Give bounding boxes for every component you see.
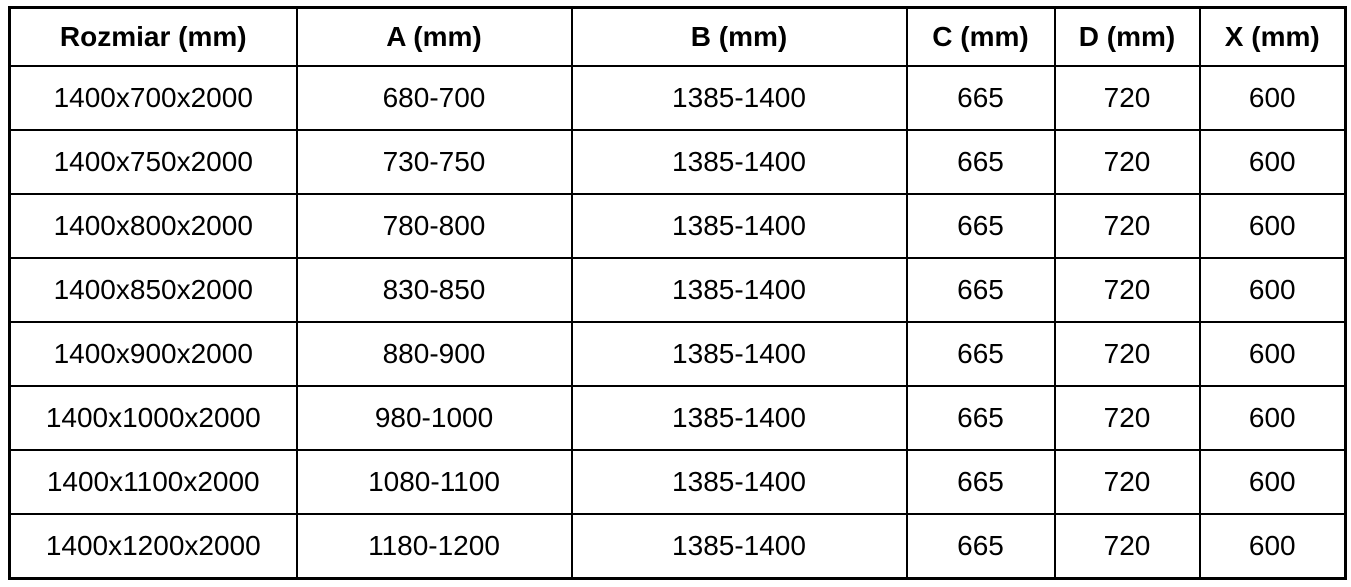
table-cell: 1385-1400 (570, 193, 908, 259)
table-row: 1400x1100x2000 1080-1100 1385-1400 665 720 60… (8, 449, 1347, 515)
table-cell: 600 (1198, 129, 1347, 195)
table-row: 1400x1000x2000 980-1000 1385-1400 665 720 600 (8, 385, 1347, 451)
table-cell: 600 (1198, 321, 1347, 387)
table-cell: 1400x750x2000 (8, 129, 298, 195)
table-cell: 1385-1400 (570, 321, 908, 387)
table-cell: 665 (905, 513, 1056, 580)
table-cell: 1385-1400 (570, 449, 908, 515)
table-cell: 665 (905, 129, 1056, 195)
table-cell: 720 (1053, 193, 1201, 259)
table-cell: 720 (1053, 257, 1201, 323)
table-cell: 1400x800x2000 (8, 193, 298, 259)
size-dimensions-table: Rozmiar (mm) A (mm) B (mm) C (mm) D (mm) X (m… (8, 6, 1347, 580)
column-header: Rozmiar (mm) (8, 6, 298, 67)
table-cell: 720 (1053, 321, 1201, 387)
table-cell: 600 (1198, 449, 1347, 515)
table-cell: 600 (1198, 257, 1347, 323)
table-cell: 980-1000 (295, 385, 573, 451)
table-cell: 665 (905, 65, 1056, 131)
table-cell: 720 (1053, 449, 1201, 515)
table-cell: 665 (905, 385, 1056, 451)
table-cell: 1385-1400 (570, 257, 908, 323)
table-cell: 680-700 (295, 65, 573, 131)
table-cell: 665 (905, 321, 1056, 387)
table-cell: 1385-1400 (570, 65, 908, 131)
column-header: A (mm) (295, 6, 573, 67)
table-cell: 720 (1053, 129, 1201, 195)
table-cell: 665 (905, 257, 1056, 323)
table-cell: 1400x1200x2000 (8, 513, 298, 580)
table-row: 1400x700x2000 680-700 1385-1400 665 720 600 (8, 65, 1347, 131)
table-cell: 1400x900x2000 (8, 321, 298, 387)
table-cell: 1400x850x2000 (8, 257, 298, 323)
table-body: 1400x700x2000 680-700 1385-1400 665 720 600 14… (8, 65, 1347, 580)
column-header: C (mm) (905, 6, 1056, 67)
table-cell: 720 (1053, 513, 1201, 580)
header-row: Rozmiar (mm) A (mm) B (mm) C (mm) D (mm) X (m… (8, 6, 1347, 67)
table-cell: 780-800 (295, 193, 573, 259)
table-cell: 720 (1053, 385, 1201, 451)
table-cell: 1180-1200 (295, 513, 573, 580)
table-cell: 665 (905, 449, 1056, 515)
table-cell: 730-750 (295, 129, 573, 195)
column-header: B (mm) (570, 6, 908, 67)
table-cell: 1080-1100 (295, 449, 573, 515)
table-row: 1400x1200x2000 1180-1200 1385-1400 665 720 60… (8, 513, 1347, 580)
table-cell: 1400x700x2000 (8, 65, 298, 131)
table-cell: 1400x1000x2000 (8, 385, 298, 451)
table-cell: 600 (1198, 193, 1347, 259)
table-cell: 720 (1053, 65, 1201, 131)
table-cell: 880-900 (295, 321, 573, 387)
table-cell: 1385-1400 (570, 129, 908, 195)
table-row: 1400x800x2000 780-800 1385-1400 665 720 600 (8, 193, 1347, 259)
table-row: 1400x850x2000 830-850 1385-1400 665 720 600 (8, 257, 1347, 323)
table-cell: 1385-1400 (570, 513, 908, 580)
table-cell: 665 (905, 193, 1056, 259)
table-cell: 600 (1198, 385, 1347, 451)
table-cell: 1385-1400 (570, 385, 908, 451)
table-cell: 600 (1198, 513, 1347, 580)
column-header: D (mm) (1053, 6, 1201, 67)
table-cell: 830-850 (295, 257, 573, 323)
table-row: 1400x900x2000 880-900 1385-1400 665 720 600 (8, 321, 1347, 387)
table-row: 1400x750x2000 730-750 1385-1400 665 720 600 (8, 129, 1347, 195)
table-cell: 600 (1198, 65, 1347, 131)
column-header: X (mm) (1198, 6, 1347, 67)
table-cell: 1400x1100x2000 (8, 449, 298, 515)
